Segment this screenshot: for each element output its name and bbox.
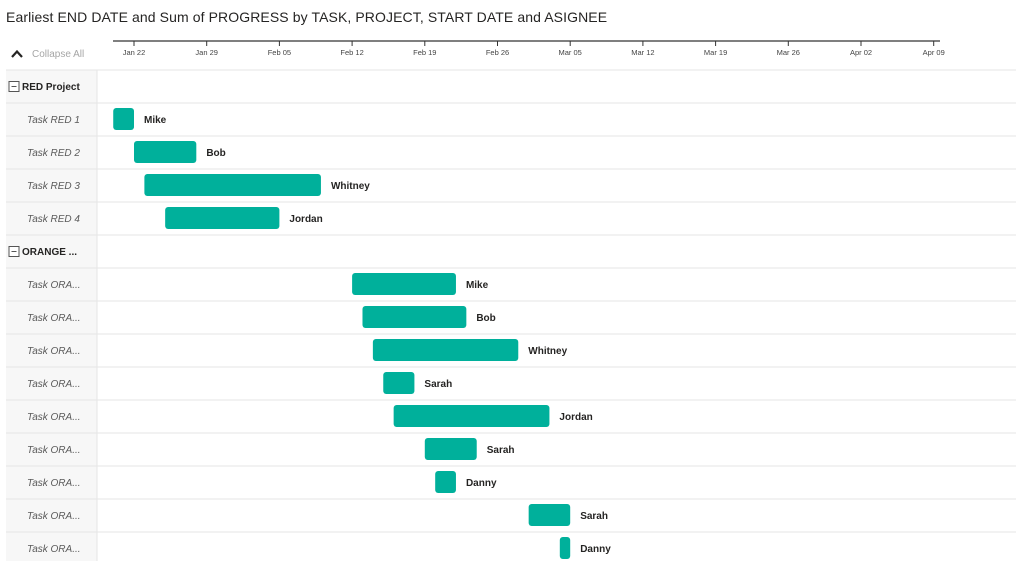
task-label[interactable]: Task RED 3 bbox=[27, 181, 80, 192]
axis-tick-label: Apr 09 bbox=[923, 48, 945, 57]
task-bar[interactable] bbox=[393, 405, 550, 427]
assignee-label: Sarah bbox=[424, 379, 452, 390]
task-label[interactable]: Task ORA... bbox=[27, 346, 81, 357]
group-label[interactable]: RED Project bbox=[22, 82, 80, 93]
axis-tick-label: Jan 29 bbox=[195, 48, 218, 57]
axis-tick-label: Mar 12 bbox=[631, 48, 654, 57]
task-bar[interactable] bbox=[352, 273, 456, 295]
assignee-label: Mike bbox=[144, 115, 167, 126]
axis-tick-label: Mar 26 bbox=[777, 48, 800, 57]
task-bar[interactable] bbox=[134, 141, 197, 163]
task-bar[interactable] bbox=[113, 108, 134, 130]
task-label[interactable]: Task ORA... bbox=[27, 280, 81, 291]
assignee-label: Danny bbox=[466, 478, 497, 489]
chart-title: Earliest END DATE and Sum of PROGRESS by… bbox=[6, 9, 608, 25]
assignee-label: Jordan bbox=[559, 412, 592, 423]
task-bar[interactable] bbox=[144, 174, 321, 196]
task-label[interactable]: Task ORA... bbox=[27, 544, 81, 555]
assignee-label: Bob bbox=[206, 148, 225, 159]
axis-tick-label: Apr 02 bbox=[850, 48, 872, 57]
assignee-label: Whitney bbox=[528, 346, 567, 357]
group-label[interactable]: ORANGE ... bbox=[22, 247, 77, 258]
task-bar[interactable] bbox=[165, 207, 280, 229]
chevron-up-icon bbox=[11, 49, 23, 58]
task-bar[interactable] bbox=[424, 438, 477, 460]
task-bar[interactable] bbox=[435, 471, 456, 493]
assignee-label: Danny bbox=[580, 544, 611, 555]
row-header-background bbox=[6, 70, 97, 561]
collapse-all-button[interactable]: Collapse All bbox=[10, 48, 84, 60]
assignee-label: Bob bbox=[476, 313, 495, 324]
axis-tick-label: Feb 26 bbox=[486, 48, 509, 57]
assignee-label: Whitney bbox=[331, 181, 370, 192]
task-bar[interactable] bbox=[559, 537, 571, 559]
task-label[interactable]: Task RED 1 bbox=[27, 115, 80, 126]
task-label[interactable]: Task ORA... bbox=[27, 478, 81, 489]
axis-tick-label: Feb 05 bbox=[268, 48, 291, 57]
axis-tick-label: Mar 19 bbox=[704, 48, 727, 57]
assignee-label: Mike bbox=[466, 280, 489, 291]
task-bar[interactable] bbox=[362, 306, 467, 328]
task-label[interactable]: Task ORA... bbox=[27, 313, 81, 324]
task-label[interactable]: Task ORA... bbox=[27, 511, 81, 522]
axis-tick-label: Jan 22 bbox=[123, 48, 146, 57]
axis-tick-label: Feb 19 bbox=[413, 48, 436, 57]
assignee-label: Sarah bbox=[487, 445, 515, 456]
task-bar[interactable] bbox=[528, 504, 571, 526]
axis-tick-label: Mar 05 bbox=[559, 48, 582, 57]
task-label[interactable]: Task RED 2 bbox=[27, 148, 80, 159]
task-label[interactable]: Task ORA... bbox=[27, 379, 81, 390]
collapse-all-label: Collapse All bbox=[32, 48, 85, 60]
axis-tick-label: Feb 12 bbox=[340, 48, 363, 57]
task-label[interactable]: Task ORA... bbox=[27, 412, 81, 423]
assignee-label: Jordan bbox=[289, 214, 322, 225]
task-bar[interactable] bbox=[372, 339, 519, 361]
assignee-label: Sarah bbox=[580, 511, 608, 522]
task-label[interactable]: Task RED 4 bbox=[27, 214, 80, 225]
task-bar[interactable] bbox=[383, 372, 415, 394]
task-label[interactable]: Task ORA... bbox=[27, 445, 81, 456]
